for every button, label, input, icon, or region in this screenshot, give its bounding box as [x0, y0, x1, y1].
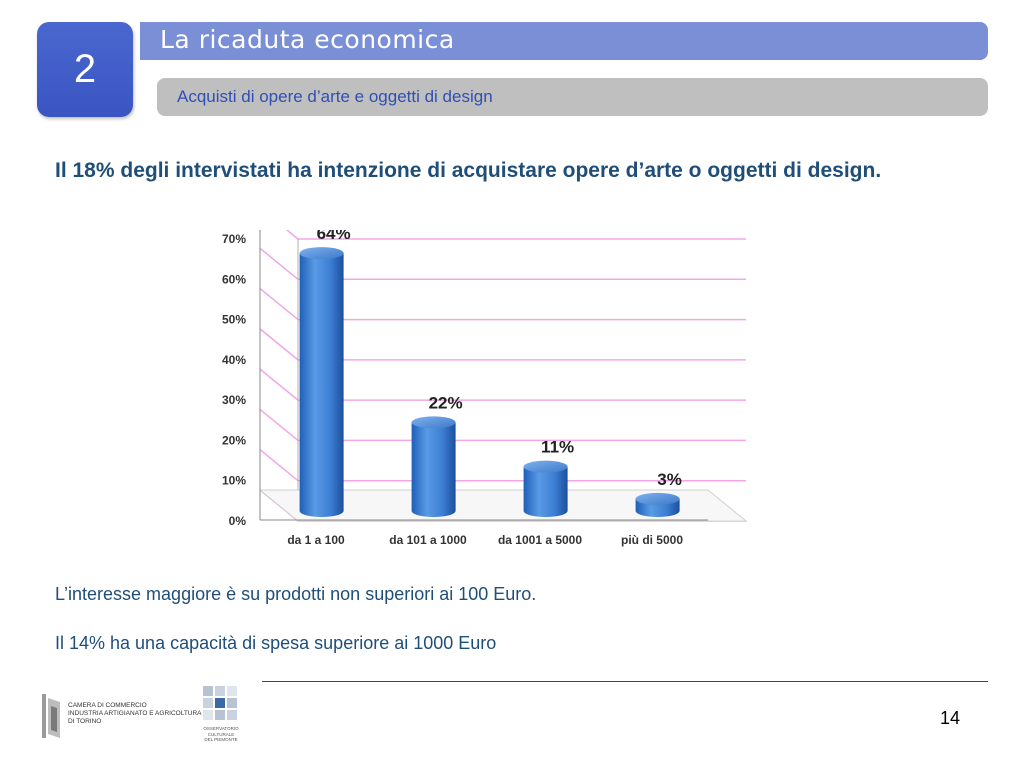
slide-subtitle: Acquisti di opere d’arte e oggetti di de… — [157, 78, 988, 116]
x-category-label: da 1001 a 5000 — [498, 533, 582, 547]
gridline-diagonal — [259, 328, 299, 361]
y-tick-label: 10% — [222, 474, 246, 488]
data-label: 22% — [429, 393, 463, 412]
data-label: 11% — [541, 438, 574, 457]
x-category-label: da 101 a 1000 — [389, 533, 467, 547]
y-tick-label: 20% — [222, 433, 246, 447]
y-tick-label: 70% — [222, 232, 246, 246]
bar-top — [523, 460, 568, 473]
bar — [411, 416, 456, 517]
x-axis-categories: da 1 a 100 da 101 a 1000 da 1001 a 5000 più… — [287, 533, 683, 547]
chart-bars — [299, 247, 680, 517]
y-tick-label: 30% — [222, 393, 246, 407]
y-tick-label: 60% — [222, 272, 246, 286]
gridline-diagonal — [285, 230, 299, 240]
data-label: 64% — [317, 230, 351, 243]
osservatorio-culturale-logo: Osservatorio culturale del Piemonte — [198, 684, 244, 746]
osservatorio-logo-text: Osservatorio culturale del Piemonte — [203, 726, 239, 742]
bar-top — [635, 492, 680, 505]
chart-grid — [259, 230, 746, 522]
camera-commercio-logo-mark — [42, 694, 60, 738]
y-tick-label: 0% — [229, 514, 247, 528]
bar — [523, 460, 568, 517]
gridline-diagonal — [259, 247, 299, 280]
headline-text: Il 18% degli intervistati ha intenzione … — [55, 159, 882, 182]
bar-top — [411, 416, 456, 429]
page-number: 14 — [940, 708, 961, 728]
camera-commercio-logo: Camera di commercio industria artigianat… — [42, 690, 202, 742]
x-category-label: da 1 a 100 — [287, 533, 345, 547]
y-tick-label: 40% — [222, 353, 246, 367]
bar-top — [299, 247, 344, 260]
gridline-diagonal — [259, 408, 299, 442]
section-number-badge: 2 — [37, 22, 133, 117]
note-spending: Il 14% ha una capacità di spesa superior… — [55, 633, 497, 653]
chart-data-labels: 64% 22% 11% 3% — [317, 230, 682, 489]
gridline-diagonal — [259, 287, 299, 321]
footer-divider — [262, 681, 988, 682]
slide-title: La ricaduta economica — [140, 22, 988, 60]
data-label: 3% — [657, 470, 682, 489]
gridline-diagonal — [259, 368, 299, 401]
bar — [299, 247, 344, 517]
x-category-label: più di 5000 — [621, 533, 683, 547]
bar-body — [523, 466, 568, 517]
bar — [635, 492, 680, 517]
gridline-diagonal — [259, 449, 299, 482]
note-interest: L’interesse maggiore è su prodotti non s… — [55, 584, 537, 604]
bar-chart: 0% 10% 20% 30% 40% 50% 60% 70% 64% 22% 11% 3% da 1… — [222, 230, 748, 547]
y-tick-label: 50% — [222, 313, 246, 327]
bar-body — [411, 422, 456, 517]
bar-body — [299, 253, 344, 517]
camera-commercio-logo-text: Camera di commercio industria artigianat… — [68, 702, 202, 725]
osservatorio-logo-mark — [203, 686, 237, 720]
y-axis-ticks: 0% 10% 20% 30% 40% 50% 60% 70% — [222, 232, 246, 528]
